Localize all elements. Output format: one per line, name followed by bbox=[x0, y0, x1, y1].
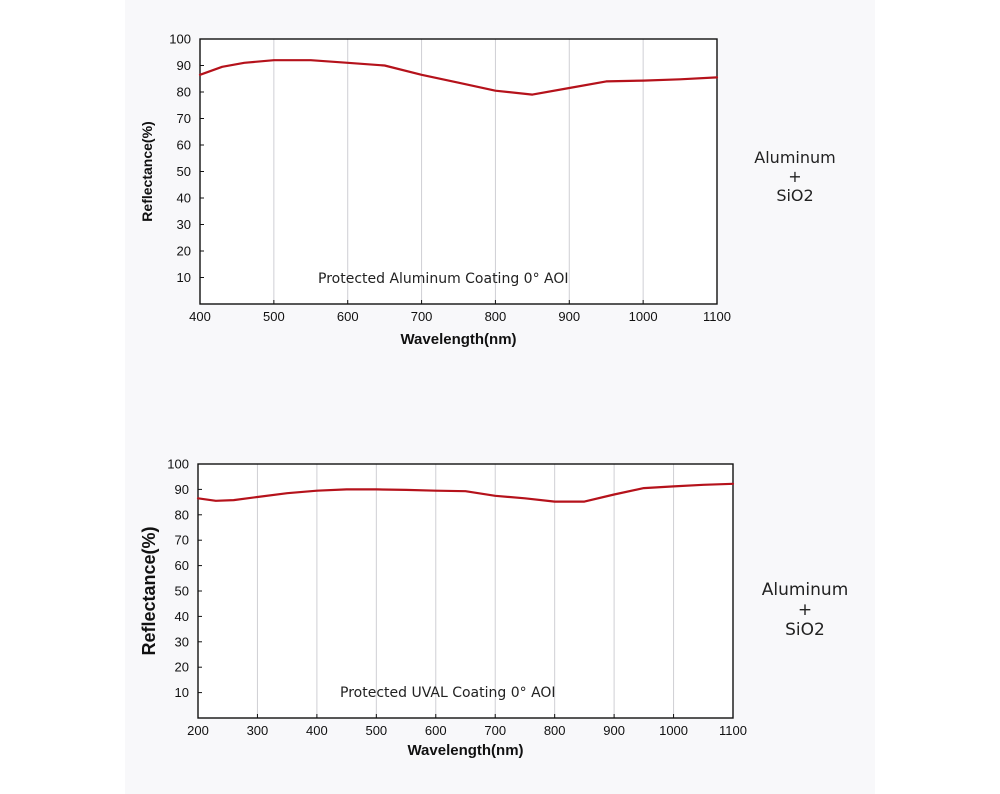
side-note-bottom: Aluminum + SiO2 bbox=[745, 580, 865, 640]
plot-area bbox=[198, 464, 733, 718]
x-tick-label: 200 bbox=[187, 723, 209, 738]
side-note-layer: SiO2 bbox=[776, 186, 814, 205]
x-tick-label: 1000 bbox=[659, 723, 688, 738]
x-axis-label: Wavelength(nm) bbox=[407, 742, 523, 759]
x-axis-label: Wavelength(nm) bbox=[400, 331, 516, 348]
x-tick-label: 400 bbox=[189, 309, 211, 324]
side-note-material: Aluminum bbox=[761, 580, 849, 600]
x-tick-label: 1100 bbox=[703, 309, 731, 324]
side-note-material: Aluminum bbox=[754, 148, 836, 167]
y-axis-label: Reflectance(%) bbox=[139, 526, 159, 655]
y-tick-label: 10 bbox=[175, 685, 189, 700]
chart-title: Protected Aluminum Coating 0° AOI bbox=[318, 271, 569, 287]
y-tick-label: 30 bbox=[175, 634, 189, 649]
y-tick-label: 70 bbox=[175, 533, 189, 548]
side-note-layer: SiO2 bbox=[785, 620, 825, 640]
x-tick-label: 900 bbox=[558, 309, 580, 324]
x-tick-label: 700 bbox=[411, 309, 433, 324]
y-tick-label: 90 bbox=[175, 482, 189, 497]
side-note-plus: + bbox=[797, 600, 813, 620]
y-tick-label: 80 bbox=[175, 507, 189, 522]
x-tick-label: 1000 bbox=[629, 309, 658, 324]
side-note-top: Aluminum + SiO2 bbox=[735, 148, 855, 205]
y-tick-label: 40 bbox=[175, 609, 189, 624]
y-tick-label: 100 bbox=[167, 457, 189, 472]
side-note-plus: + bbox=[788, 167, 802, 186]
x-tick-label: 400 bbox=[306, 723, 328, 738]
x-tick-label: 1100 bbox=[719, 723, 747, 738]
y-tick-label: 10 bbox=[177, 270, 191, 285]
y-tick-label: 20 bbox=[175, 660, 189, 675]
y-tick-label: 50 bbox=[175, 584, 189, 599]
y-tick-label: 50 bbox=[177, 164, 191, 179]
x-tick-label: 800 bbox=[485, 309, 507, 324]
x-tick-label: 500 bbox=[365, 723, 387, 738]
x-tick-label: 500 bbox=[263, 309, 285, 324]
y-tick-label: 40 bbox=[177, 191, 191, 206]
y-tick-label: 60 bbox=[177, 138, 191, 153]
x-tick-label: 900 bbox=[603, 723, 625, 738]
plot-area bbox=[200, 39, 717, 304]
y-tick-label: 100 bbox=[169, 32, 191, 47]
y-tick-label: 60 bbox=[175, 558, 189, 573]
y-tick-label: 20 bbox=[177, 244, 191, 259]
y-axis-label: Reflectance(%) bbox=[139, 121, 155, 221]
x-tick-label: 600 bbox=[337, 309, 359, 324]
y-tick-label: 90 bbox=[177, 58, 191, 73]
x-tick-label: 600 bbox=[425, 723, 447, 738]
x-tick-label: 800 bbox=[544, 723, 566, 738]
x-tick-label: 700 bbox=[484, 723, 506, 738]
x-tick-label: 300 bbox=[247, 723, 269, 738]
y-tick-label: 30 bbox=[177, 217, 191, 232]
y-tick-label: 70 bbox=[177, 111, 191, 126]
series-line bbox=[196, 482, 735, 503]
series-line bbox=[198, 59, 719, 96]
chart-title: Protected UVAL Coating 0° AOI bbox=[340, 685, 556, 701]
y-tick-label: 80 bbox=[177, 85, 191, 100]
